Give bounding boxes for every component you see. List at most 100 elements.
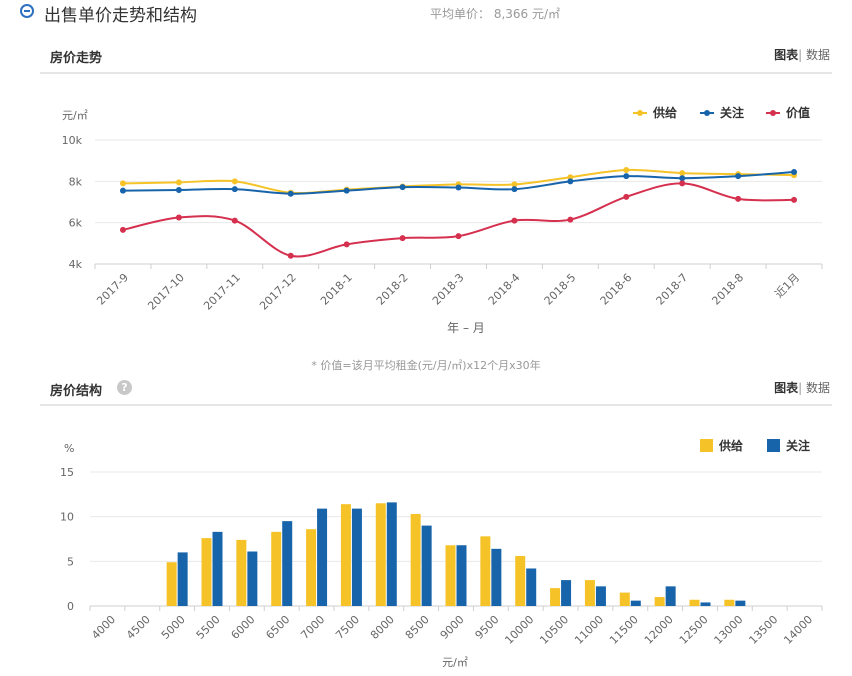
legend-label: 供给 bbox=[718, 438, 743, 453]
tab-chart[interactable]: 图表 bbox=[774, 48, 799, 62]
data-point bbox=[455, 184, 462, 191]
chart-legend: 供给 关注 bbox=[700, 438, 810, 453]
data-point bbox=[679, 170, 686, 177]
help-icon[interactable]: ? bbox=[117, 380, 132, 395]
data-point bbox=[791, 169, 798, 176]
x-tick-label: 2017-9 bbox=[94, 271, 131, 308]
data-point bbox=[119, 226, 126, 233]
x-tick-label: 2018-8 bbox=[709, 271, 746, 308]
x-tick-label: 11000 bbox=[572, 613, 606, 647]
bar bbox=[561, 580, 572, 606]
legend-label: 供给 bbox=[652, 105, 677, 120]
x-tick-label: 5500 bbox=[194, 613, 223, 642]
data-point bbox=[231, 186, 238, 193]
y-tick-label: 4k bbox=[69, 258, 83, 271]
x-tick-label: 2018-4 bbox=[486, 271, 523, 308]
data-point bbox=[679, 175, 686, 182]
grid-lines bbox=[94, 139, 823, 269]
bar bbox=[212, 531, 223, 606]
trend-view-tabs: 图表| 数据 bbox=[774, 46, 830, 63]
data-point bbox=[175, 187, 182, 194]
x-tick-label: 12000 bbox=[642, 613, 676, 647]
data-point bbox=[735, 195, 742, 202]
legend-marker bbox=[704, 110, 710, 116]
data-point bbox=[567, 174, 574, 181]
series-line bbox=[122, 182, 795, 258]
data-point bbox=[791, 196, 798, 203]
bar bbox=[421, 525, 432, 606]
data-point bbox=[119, 180, 126, 187]
y-tick-label: 8k bbox=[69, 175, 83, 188]
x-tick-label: 2018-7 bbox=[654, 271, 691, 308]
data-point bbox=[287, 190, 294, 197]
data-point bbox=[231, 178, 238, 185]
bar bbox=[724, 599, 735, 606]
x-tick-label: 14000 bbox=[781, 613, 815, 647]
bar bbox=[386, 502, 397, 606]
section-header: 出售单价走势和结构 平均单价： 8,366 元/㎡ bbox=[0, 0, 852, 26]
bar bbox=[306, 529, 317, 606]
legend-marker bbox=[770, 110, 776, 116]
data-point bbox=[175, 179, 182, 186]
grid-lines bbox=[89, 471, 823, 611]
tab-data[interactable]: 数据 bbox=[805, 381, 830, 395]
bar bbox=[177, 552, 188, 606]
bar bbox=[526, 568, 537, 606]
structure-view-tabs: 图表| 数据 bbox=[774, 379, 830, 396]
tab-chart[interactable]: 图表 bbox=[774, 381, 799, 395]
y-tick-label: 5 bbox=[67, 555, 74, 568]
tab-separator: | bbox=[798, 381, 803, 395]
legend-label: 价值 bbox=[786, 105, 810, 120]
x-tick-label: 2018-2 bbox=[374, 271, 411, 308]
x-tick-label: 9000 bbox=[438, 613, 467, 642]
y-axis-label: % bbox=[64, 442, 74, 455]
bar bbox=[515, 555, 526, 606]
x-axis-ticks: 2017-9 2017-10 2017-11 2017-12 2018-1 2018-2 2… bbox=[94, 271, 802, 313]
collapse-icon[interactable] bbox=[20, 4, 34, 18]
data-point bbox=[455, 233, 462, 240]
x-tick-label: 9500 bbox=[473, 613, 502, 642]
x-tick-label: 2017-12 bbox=[257, 271, 299, 313]
x-tick-label: 7500 bbox=[333, 613, 362, 642]
section-divider bbox=[40, 404, 832, 406]
bar bbox=[375, 503, 386, 606]
x-axis-label: 年 – 月 bbox=[447, 321, 485, 335]
bar bbox=[665, 586, 676, 606]
x-tick-label: 5000 bbox=[159, 613, 188, 642]
bar bbox=[700, 602, 711, 606]
structure-section-title: 房价结构 bbox=[50, 384, 103, 399]
x-axis-label: 元/㎡ bbox=[442, 656, 468, 669]
y-axis-label: 元/㎡ bbox=[62, 109, 88, 122]
bar bbox=[584, 580, 595, 606]
bar bbox=[236, 539, 247, 606]
x-tick-label: 6000 bbox=[229, 613, 258, 642]
tab-data[interactable]: 数据 bbox=[805, 48, 830, 62]
legend-label: 关注 bbox=[720, 105, 744, 120]
y-tick-label: 15 bbox=[60, 466, 74, 479]
x-tick-label: 6500 bbox=[263, 613, 292, 642]
bar bbox=[317, 508, 328, 606]
y-tick-label: 0 bbox=[67, 600, 74, 613]
bar bbox=[166, 562, 177, 606]
chart-legend: 供给 关注 价值 bbox=[633, 105, 810, 120]
x-tick-label: 10000 bbox=[502, 613, 536, 647]
bar bbox=[619, 592, 630, 606]
x-tick-label: 2018-3 bbox=[430, 271, 467, 308]
bar bbox=[410, 513, 421, 606]
bar bbox=[735, 600, 746, 606]
x-tick-label: 12500 bbox=[677, 613, 711, 647]
x-tick-label: 10500 bbox=[537, 613, 571, 647]
bar bbox=[595, 586, 606, 606]
value-footnote: * 价值=该月平均租金(元/月/㎡)x12个月x30年 bbox=[311, 359, 541, 372]
data-point bbox=[175, 214, 182, 221]
x-tick-label: 近1月 bbox=[772, 271, 802, 301]
bar bbox=[456, 545, 467, 606]
bar bbox=[630, 600, 641, 606]
x-tick-label: 4000 bbox=[89, 613, 118, 642]
bar bbox=[340, 504, 351, 606]
bar-series bbox=[166, 502, 746, 606]
data-point bbox=[287, 252, 294, 259]
data-point bbox=[567, 216, 574, 223]
x-tick-label: 2017-11 bbox=[201, 271, 243, 313]
